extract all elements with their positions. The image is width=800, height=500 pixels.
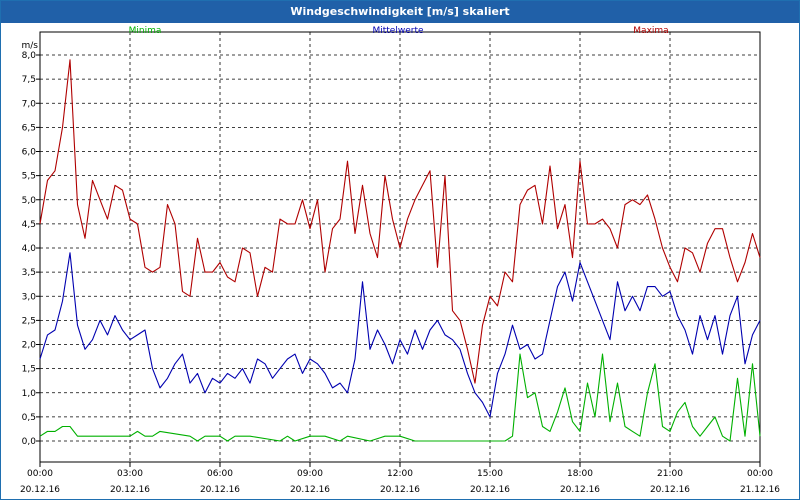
- y-tick-label: 0,0: [22, 437, 37, 447]
- x-tick-time: 00:00: [747, 469, 773, 479]
- y-tick-label: 6,5: [22, 123, 36, 133]
- y-tick-label: 2,5: [22, 316, 36, 326]
- x-axis-ticks: 00:00 20.12.16 03:00 20.12.16 06:00 20.12.16 0…: [20, 462, 780, 495]
- title-bar: Windgeschwindigkeit [m/s] skaliert: [1, 1, 799, 23]
- y-tick-label: 5,0: [22, 196, 37, 206]
- chart-grid: [40, 32, 760, 462]
- x-tick-time: 06:00: [207, 469, 233, 479]
- y-tick-label: 7,5: [22, 75, 36, 85]
- x-tick-time: 00:00: [27, 469, 53, 479]
- y-tick-label: 7,0: [22, 99, 37, 109]
- y-tick-label: 2,0: [22, 341, 37, 351]
- legend-item-minima: Minima: [129, 26, 162, 36]
- series-line-maxima: [39, 59, 761, 384]
- x-tick-date: 20.12.16: [290, 485, 330, 495]
- x-tick-time: 12:00: [387, 469, 413, 479]
- chart-legend: Minima Mittelwerte Maxima: [129, 26, 669, 36]
- x-tick-time: 21:00: [657, 469, 683, 479]
- x-tick-date: 20.12.16: [560, 485, 600, 495]
- x-tick-date: 21.12.16: [740, 485, 780, 495]
- y-tick-label: 6,0: [22, 148, 37, 158]
- y-tick-label: 3,5: [22, 268, 36, 278]
- x-tick-time: 03:00: [117, 469, 143, 479]
- y-tick-label: 8,0: [22, 51, 37, 61]
- series-lines: [39, 59, 761, 442]
- y-tick-label: 4,5: [22, 220, 36, 230]
- x-tick-date: 20.12.16: [20, 485, 60, 495]
- series-line-mittelwerte: [39, 252, 761, 418]
- y-tick-label: 4,0: [22, 244, 37, 254]
- series-line-minima: [39, 353, 761, 442]
- y-tick-label: 3,0: [22, 292, 37, 302]
- x-tick-time: 18:00: [567, 469, 593, 479]
- x-tick-date: 20.12.16: [470, 485, 510, 495]
- x-tick-date: 20.12.16: [200, 485, 240, 495]
- x-tick-date: 20.12.16: [650, 485, 690, 495]
- x-tick-time: 09:00: [297, 469, 323, 479]
- legend-item-maxima: Maxima: [633, 26, 668, 36]
- y-tick-label: 5,5: [22, 172, 36, 182]
- y-tick-label: 0,5: [22, 413, 36, 423]
- y-axis-ticks: 0,0 0,5 1,0 1,5 2,0 2,5 3,0 3,5 4,0 4,5 5,0 5,5 6,0 6…: [22, 51, 40, 447]
- y-axis-label: m/s: [22, 41, 39, 51]
- x-tick-date: 20.12.16: [110, 485, 150, 495]
- x-tick-date: 20.12.16: [380, 485, 420, 495]
- legend-item-mittelwerte: Mittelwerte: [372, 26, 423, 36]
- x-tick-time: 15:00: [477, 469, 503, 479]
- window-title: Windgeschwindigkeit [m/s] skaliert: [290, 5, 510, 18]
- y-tick-label: 1,5: [22, 365, 36, 375]
- y-tick-label: 1,0: [22, 389, 37, 399]
